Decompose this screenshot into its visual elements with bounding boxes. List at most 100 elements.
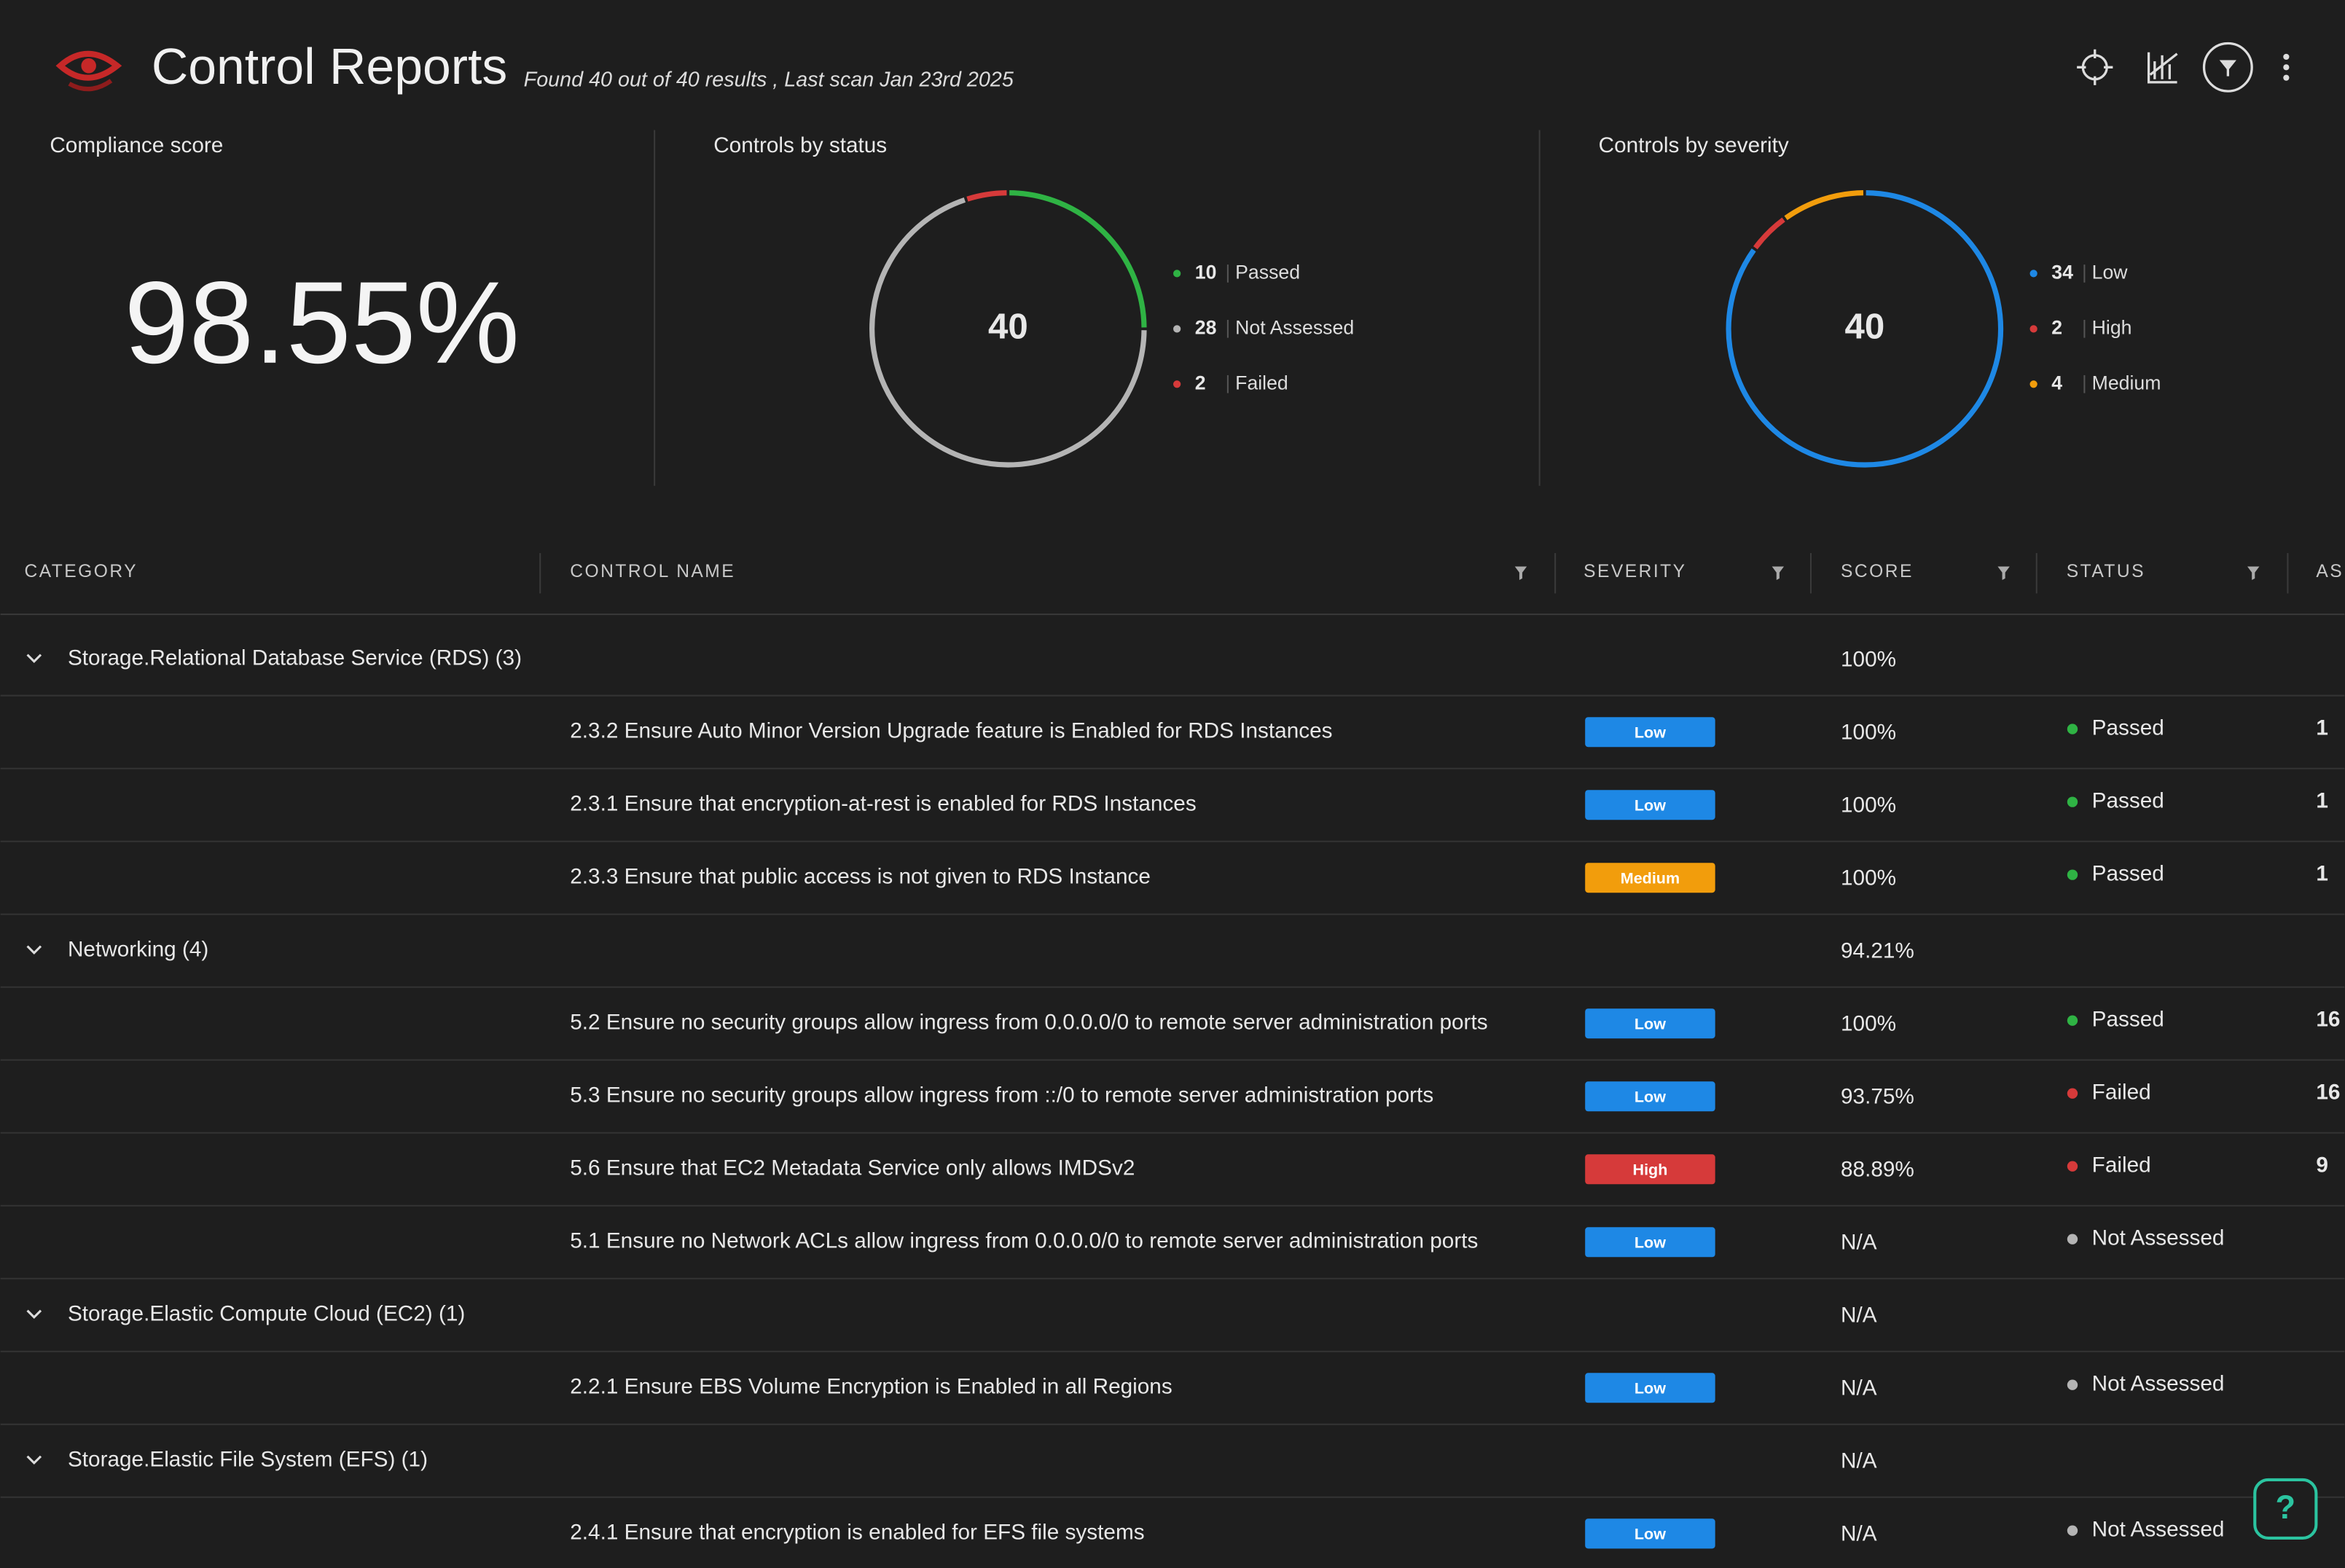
column-filter[interactable] xyxy=(2247,566,2260,580)
filter-button[interactable] xyxy=(2202,42,2253,93)
refresh-button[interactable] xyxy=(2077,49,2113,85)
status: Passed xyxy=(2092,861,2164,885)
severity-label: Low xyxy=(1635,1380,1666,1398)
table-header: CATEGORY CONTROL NAME SEVERITY SCORE STATUS A… xyxy=(0,553,2345,616)
status-dot xyxy=(2067,869,2078,880)
status-dot xyxy=(2067,1015,2078,1026)
assets: 9 xyxy=(2316,1153,2328,1177)
legend-label: High xyxy=(2092,316,2132,338)
severity-label: Low xyxy=(1635,724,1666,741)
legend-dot xyxy=(2029,325,2037,333)
donut-segment xyxy=(869,197,1147,468)
legend-label: Low xyxy=(2092,261,2129,283)
panel-title: Compliance score xyxy=(50,133,223,157)
group-name: Storage.Elastic Compute Cloud (EC2) (1) xyxy=(68,1302,465,1326)
legend-count: 10 xyxy=(1195,261,1217,283)
status-dot xyxy=(2067,1234,2078,1244)
assets: 16 xyxy=(2316,1008,2340,1032)
panel-title: Controls by status xyxy=(713,133,887,157)
column-filter[interactable] xyxy=(1514,566,1527,580)
severity-badge xyxy=(1585,863,1715,893)
score: 100% xyxy=(1841,1012,1896,1036)
column-filter[interactable] xyxy=(1997,566,2010,580)
assets: 1 xyxy=(2316,716,2328,740)
legend-label: Not Assessed xyxy=(1235,316,1354,338)
status: Passed xyxy=(2092,1008,2164,1032)
severity-badge xyxy=(1585,717,1715,748)
expand-toggle[interactable] xyxy=(26,1455,42,1465)
column-header: SCORE xyxy=(1841,562,1914,581)
legend-dot xyxy=(1173,380,1181,388)
legend-count: 2 xyxy=(1195,372,1206,393)
more-button[interactable] xyxy=(2283,53,2290,81)
severity-badge xyxy=(1585,1008,1715,1039)
control-name: 2.4.1 Ensure that encryption is enabled … xyxy=(570,1521,1144,1545)
group-name: Storage.Relational Database Service (RDS… xyxy=(68,646,522,670)
subtitle: Found 40 out of 40 results , Last scan J… xyxy=(524,68,1014,91)
status: Passed xyxy=(2092,788,2164,812)
help-button[interactable]: ? xyxy=(2253,1478,2318,1540)
donut-segment xyxy=(1726,190,2004,468)
expand-toggle[interactable] xyxy=(26,1309,42,1320)
severity-badge xyxy=(1585,790,1715,820)
score: 100% xyxy=(1841,721,1896,745)
status: Passed xyxy=(2092,716,2164,740)
panel-title: Controls by severity xyxy=(1599,133,1789,157)
status-dot xyxy=(2067,1161,2078,1172)
status: Not Assessed xyxy=(2092,1226,2225,1250)
legend-dot xyxy=(2029,270,2037,278)
status: Not Assessed xyxy=(2092,1372,2225,1396)
severity-label: Low xyxy=(1635,796,1666,814)
toolbar[interactable] xyxy=(2077,42,2290,93)
score: N/A xyxy=(1841,1522,1877,1546)
severity-label: Low xyxy=(1635,1015,1666,1032)
group-name: Storage.Elastic File System (EFS) (1) xyxy=(68,1448,428,1472)
legend-count: 4 xyxy=(2051,372,2062,393)
control-name: 5.6 Ensure that EC2 Metadata Service onl… xyxy=(570,1156,1135,1180)
column-filter[interactable] xyxy=(1772,566,1785,580)
control-name: 5.2 Ensure no security groups allow ingr… xyxy=(570,1011,1487,1035)
legend-dot xyxy=(2029,380,2037,388)
column-header: SEVERITY xyxy=(1583,562,1686,581)
legend-label: Medium xyxy=(2092,372,2161,393)
donut-total: 40 xyxy=(1844,306,1884,346)
control-name: 5.3 Ensure no security groups allow ingr… xyxy=(570,1083,1433,1108)
severity-label: Low xyxy=(1635,1088,1666,1105)
expand-toggle[interactable] xyxy=(26,654,42,663)
score: 93.75% xyxy=(1841,1085,1914,1109)
compliance-score: 98.55% xyxy=(124,257,520,388)
control-name: 2.3.3 Ensure that public access is not g… xyxy=(570,865,1151,889)
assets: 16 xyxy=(2316,1081,2340,1105)
severity-badge xyxy=(1585,1081,1715,1112)
donut-segment xyxy=(1009,190,1147,328)
assets: 1 xyxy=(2316,861,2328,885)
legend-label: Failed xyxy=(1235,372,1288,393)
chart-button[interactable] xyxy=(2147,52,2178,84)
severity-label: Medium xyxy=(1621,869,1680,887)
severity-label: High xyxy=(1633,1161,1668,1179)
severity-badge xyxy=(1585,1154,1715,1185)
logo xyxy=(55,50,122,92)
severity-badge xyxy=(1585,1518,1715,1549)
legend-count: 34 xyxy=(2051,261,2073,283)
donut-segment xyxy=(1784,190,1864,221)
group-score: N/A xyxy=(1841,1449,1877,1473)
severity-label: Low xyxy=(1635,1234,1666,1252)
donut-segment xyxy=(1753,217,1785,250)
legend-count: 28 xyxy=(1195,316,1217,338)
assets: 1 xyxy=(2316,788,2328,812)
legend-label: Passed xyxy=(1235,261,1300,283)
table-body: Storage.Relational Database Service (RDS… xyxy=(0,646,2345,1549)
status-dot xyxy=(2067,1088,2078,1099)
column-header: STATUS xyxy=(2067,562,2145,581)
status-dot xyxy=(2067,724,2078,734)
status: Failed xyxy=(2092,1081,2151,1105)
control-name: 2.3.1 Ensure that encryption-at-rest is … xyxy=(570,792,1196,816)
donut-total: 40 xyxy=(988,306,1028,346)
legend-dot xyxy=(1173,325,1181,333)
control-name: 5.1 Ensure no Network ACLs allow ingress… xyxy=(570,1229,1478,1253)
score: N/A xyxy=(1841,1231,1877,1255)
expand-toggle[interactable] xyxy=(26,945,42,954)
